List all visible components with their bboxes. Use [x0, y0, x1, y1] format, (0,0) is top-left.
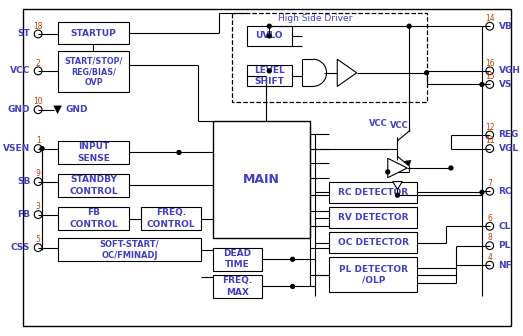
Bar: [329, 207, 417, 228]
Circle shape: [449, 166, 453, 170]
Polygon shape: [393, 181, 402, 190]
Bar: [329, 232, 417, 253]
Bar: [329, 257, 417, 292]
Circle shape: [395, 193, 400, 197]
Text: 15: 15: [485, 72, 495, 81]
Text: INPUT
SENSE: INPUT SENSE: [77, 142, 110, 163]
Bar: [213, 121, 310, 238]
Text: 4: 4: [487, 253, 492, 262]
Circle shape: [480, 83, 484, 86]
Text: ST: ST: [18, 30, 30, 39]
Text: FREQ.
MAX: FREQ. MAX: [222, 277, 253, 297]
Text: REG: REG: [498, 130, 519, 139]
Circle shape: [291, 257, 294, 261]
Text: 18: 18: [33, 22, 43, 31]
Text: LEVEL
SHIFT: LEVEL SHIFT: [254, 66, 285, 86]
Text: RC: RC: [498, 187, 512, 196]
Circle shape: [425, 71, 428, 75]
Text: SOFT-START/
OC/FMINADJ: SOFT-START/ OC/FMINADJ: [99, 240, 159, 260]
Text: 2: 2: [36, 58, 40, 68]
Text: VCC: VCC: [369, 119, 388, 128]
Text: VSEN: VSEN: [3, 144, 30, 153]
Text: RV DETECTOR: RV DETECTOR: [338, 213, 408, 222]
Text: MAIN: MAIN: [243, 173, 280, 186]
Text: 8: 8: [487, 234, 492, 243]
Text: 7: 7: [487, 179, 492, 188]
Text: 3: 3: [36, 202, 41, 211]
Bar: [329, 181, 417, 203]
Circle shape: [291, 285, 294, 288]
Text: CSS: CSS: [11, 243, 30, 252]
Text: SB: SB: [17, 177, 30, 186]
Text: FB
CONTROL: FB CONTROL: [69, 208, 118, 228]
Text: 6: 6: [487, 214, 492, 223]
Bar: [213, 275, 262, 298]
Circle shape: [267, 69, 271, 73]
Bar: [247, 65, 292, 86]
Text: 16: 16: [485, 58, 495, 68]
Text: OC DETECTOR: OC DETECTOR: [338, 238, 408, 247]
Bar: [141, 207, 201, 230]
Text: CL: CL: [498, 222, 511, 231]
Circle shape: [480, 190, 484, 194]
Bar: [58, 207, 129, 230]
Text: VS: VS: [498, 80, 512, 89]
Text: GND: GND: [8, 105, 30, 114]
Text: 9: 9: [36, 169, 41, 178]
Text: VB: VB: [498, 22, 513, 31]
Text: 10: 10: [33, 97, 43, 107]
Text: PL: PL: [498, 241, 511, 250]
Text: High Side Driver: High Side Driver: [278, 14, 352, 23]
Bar: [58, 238, 201, 261]
Text: DEAD
TIME: DEAD TIME: [223, 249, 251, 269]
Text: GND: GND: [65, 105, 88, 114]
Text: VGL: VGL: [498, 144, 519, 153]
Bar: [58, 141, 129, 164]
Bar: [247, 26, 292, 46]
Text: NF: NF: [498, 261, 512, 269]
Circle shape: [407, 24, 411, 28]
Text: VCC: VCC: [10, 67, 30, 75]
Text: 12: 12: [485, 123, 494, 132]
Bar: [58, 51, 129, 92]
Circle shape: [267, 34, 271, 38]
Text: VCC: VCC: [390, 121, 409, 130]
Circle shape: [386, 170, 390, 174]
Bar: [58, 22, 129, 44]
Text: 1: 1: [36, 136, 40, 145]
Text: FREQ.
CONTROL: FREQ. CONTROL: [147, 208, 196, 228]
Circle shape: [40, 146, 44, 151]
Polygon shape: [388, 158, 407, 178]
Text: FB: FB: [17, 210, 30, 219]
Bar: [232, 13, 427, 102]
Circle shape: [267, 24, 271, 28]
Bar: [58, 174, 129, 197]
Text: 11: 11: [485, 136, 494, 145]
Text: VGH: VGH: [498, 67, 520, 75]
Polygon shape: [404, 160, 411, 166]
Bar: [213, 248, 262, 271]
Polygon shape: [337, 59, 357, 86]
Text: 14: 14: [485, 14, 495, 23]
Polygon shape: [54, 106, 61, 114]
Text: UVLO: UVLO: [256, 32, 283, 40]
Text: STARTUP: STARTUP: [71, 29, 117, 38]
Text: START/STOP/
REG/BIAS/
OVP: START/STOP/ REG/BIAS/ OVP: [64, 56, 123, 87]
Circle shape: [177, 151, 181, 155]
Text: 5: 5: [36, 236, 41, 244]
Text: STANDBY
CONTROL: STANDBY CONTROL: [69, 175, 118, 196]
Text: RC DETECTOR: RC DETECTOR: [338, 188, 408, 197]
Text: PL DETECTOR
/OLP: PL DETECTOR /OLP: [339, 265, 408, 285]
